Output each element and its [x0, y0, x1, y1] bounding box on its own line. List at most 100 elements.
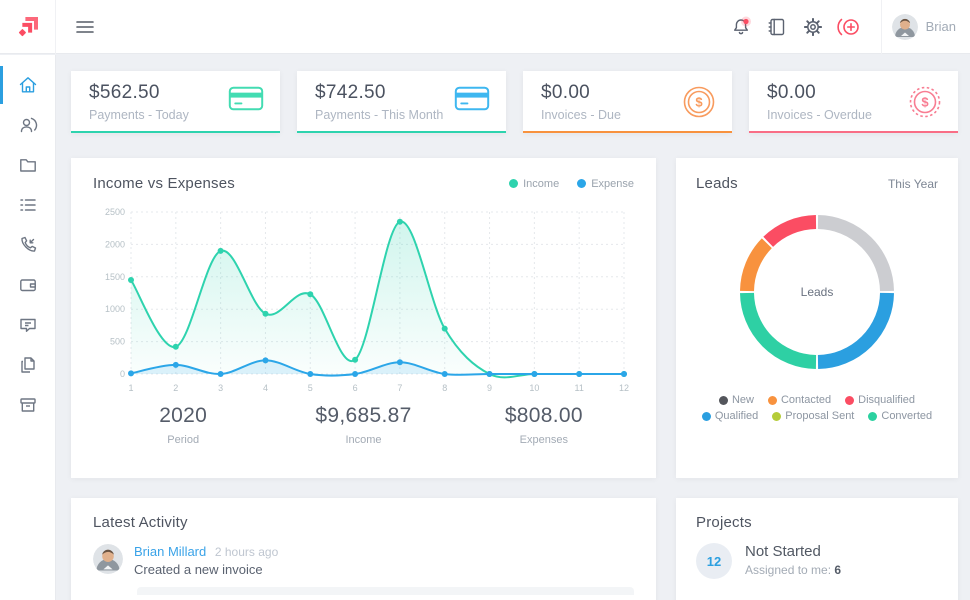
user-menu[interactable]: Brian: [891, 13, 970, 40]
panel-title: Projects: [696, 514, 752, 531]
project-assigned: Assigned to me: 6: [745, 563, 841, 577]
svg-text:9: 9: [487, 383, 492, 393]
leads-donut-chart[interactable]: Leads: [733, 208, 901, 376]
legend-item-contacted: Contacted: [767, 394, 832, 406]
assigned-label: Assigned to me:: [745, 563, 832, 577]
list-icon: [19, 199, 36, 211]
svg-text:12: 12: [619, 383, 629, 393]
legend-item-proposal-sent: Proposal Sent: [772, 410, 854, 422]
activity-avatar: [93, 544, 123, 574]
svg-text:11: 11: [575, 383, 584, 393]
legend-label: Qualified: [714, 410, 759, 422]
summary-income: $9,685.87 Income: [315, 404, 412, 446]
project-status-item[interactable]: 12 Not Started Assigned to me: 6: [696, 543, 938, 579]
leads-donut-wrap: Leads: [696, 208, 938, 376]
settings-button[interactable]: [795, 9, 831, 45]
wallet-icon: [19, 279, 36, 292]
bell-icon: [733, 16, 751, 34]
legend-item-disqualified: Disqualified: [845, 394, 915, 406]
phone-icon: [20, 236, 36, 252]
users-icon: [20, 117, 37, 133]
legend-label: Converted: [881, 410, 933, 422]
quick-add-button[interactable]: [831, 9, 867, 45]
activity-body: Brian Millard 2 hours ago Created a new …: [134, 544, 278, 577]
gear-icon: [803, 17, 822, 36]
svg-text:2500: 2500: [105, 207, 125, 217]
svg-text:5: 5: [308, 383, 313, 393]
panel-title: Leads: [696, 175, 738, 192]
svg-text:1500: 1500: [105, 272, 125, 282]
panel-title: Income vs Expenses: [93, 175, 235, 192]
leads-legend-row: New Contacted Disqualified: [718, 394, 915, 406]
stat-card-invoices-overdue[interactable]: $0.00 Invoices - Overdue $: [749, 71, 958, 133]
svg-text:2: 2: [173, 383, 178, 393]
user-name: Brian: [925, 19, 956, 34]
sidebar-item-home[interactable]: [0, 65, 55, 105]
contacts-button[interactable]: [759, 9, 795, 45]
stat-value: $742.50: [315, 82, 386, 103]
sidebar-item-customers[interactable]: [0, 105, 55, 145]
stat-value: $0.00: [767, 82, 817, 103]
bottom-row: Latest Activity Brian Millard: [71, 498, 958, 600]
svg-text:1000: 1000: [105, 304, 125, 314]
svg-text:7: 7: [397, 383, 402, 393]
menu-toggle-button[interactable]: [70, 12, 100, 42]
credit-card-icon: [228, 85, 264, 112]
legend-dot: [509, 179, 519, 188]
folder-icon: [19, 159, 36, 172]
projects-panel: Projects 12 Not Started Assigned to me: …: [676, 498, 958, 600]
notifications-button[interactable]: [723, 9, 759, 45]
legend-label: Proposal Sent: [785, 410, 855, 422]
svg-text:6: 6: [353, 383, 358, 393]
sidebar-item-tasks[interactable]: [0, 185, 55, 225]
legend-item-converted: Converted: [868, 410, 932, 422]
legend-item-new: New: [718, 394, 754, 406]
legend-label: New: [731, 394, 754, 406]
assigned-count: 6: [834, 563, 842, 577]
topbar-actions: Brian: [723, 0, 970, 54]
avatar: [891, 13, 918, 40]
sidebar-item-calls[interactable]: [0, 225, 55, 265]
activity-item: Brian Millard 2 hours ago Created a new …: [93, 544, 634, 577]
summary-period: 2020 Period: [159, 404, 208, 446]
stat-label: Payments - Today: [89, 108, 189, 122]
legend-dot: [868, 411, 878, 421]
stat-card-payments-month[interactable]: $742.50 Payments - This Month: [297, 71, 506, 133]
leads-period-selector[interactable]: This Year: [887, 176, 938, 191]
svg-text:$: $: [695, 95, 703, 110]
legend-label: Disqualified: [858, 394, 916, 406]
card-accent-bar: [523, 131, 732, 133]
project-count-badge: 12: [696, 543, 732, 579]
stat-card-payments-today[interactable]: $562.50 Payments - Today: [71, 71, 280, 133]
svg-text:$: $: [921, 95, 929, 110]
legend-dot: [701, 411, 711, 421]
sidebar-item-archive[interactable]: [0, 385, 55, 425]
leads-panel-header: Leads This Year: [696, 175, 938, 192]
project-body: Not Started Assigned to me: 6: [745, 543, 841, 577]
sidebar-item-payments[interactable]: [0, 265, 55, 305]
app-logo[interactable]: [0, 0, 56, 54]
documents-icon: [20, 357, 35, 373]
stat-label: Payments - This Month: [315, 108, 444, 122]
stat-card-invoices-due[interactable]: $0.00 Invoices - Due $: [523, 71, 732, 133]
sidebar-item-documents[interactable]: [0, 345, 55, 385]
summary-expenses: $808.00 Expenses: [504, 404, 583, 446]
card-accent-bar: [71, 131, 280, 133]
activity-action: Created a new invoice: [134, 562, 263, 577]
sidebar-item-files[interactable]: [0, 145, 55, 185]
chart-summary-row: 2020 Period $9,685.87 Income $808.00 Exp…: [93, 404, 634, 446]
credit-card-icon: [454, 85, 490, 112]
income-panel-header: Income vs Expenses Income Expense: [93, 175, 634, 192]
svg-text:0: 0: [120, 369, 125, 379]
panel-title: Latest Activity: [93, 514, 188, 531]
legend-dot: [845, 395, 855, 405]
sidebar-item-messages[interactable]: [0, 305, 55, 345]
activity-user-link[interactable]: Brian Millard: [134, 544, 207, 559]
activity-next-item-partial: [137, 587, 634, 595]
legend-label: Contacted: [780, 394, 832, 406]
leads-legend-row: Qualified Proposal Sent Converted: [701, 410, 932, 422]
svg-text:1: 1: [128, 383, 133, 393]
dollar-coin-icon: $: [908, 85, 942, 119]
latest-activity-panel: Latest Activity Brian Millard: [71, 498, 656, 600]
